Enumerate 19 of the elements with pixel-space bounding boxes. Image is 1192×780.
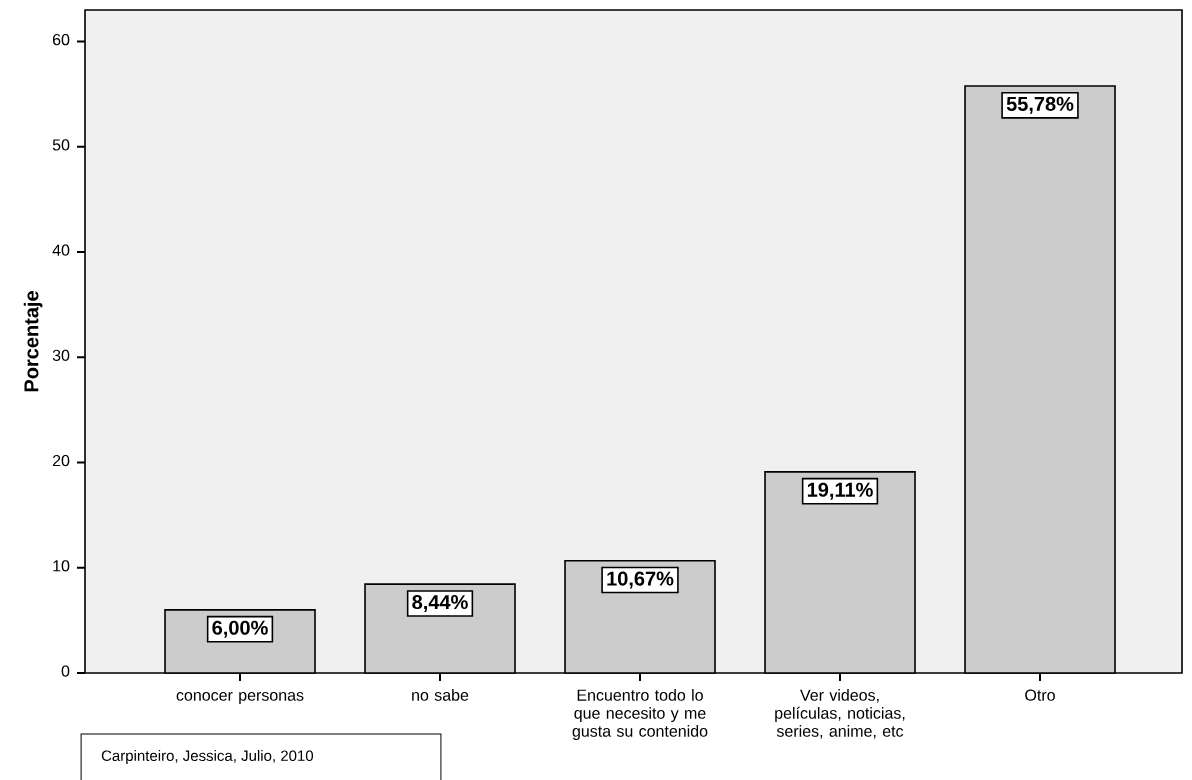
y-tick-label: 60 xyxy=(52,34,70,46)
data-label: 10,67% xyxy=(607,571,674,589)
x-tick-label: Encuentro todo lo que necesito y me gusta su contenido xyxy=(572,689,708,740)
text: Carpinteiro, Jessica, Julio, 2010 xyxy=(101,750,314,764)
y-tick-label: 0 xyxy=(61,665,70,677)
x-tick-label: Otro xyxy=(1025,689,1055,701)
y-tick-label: 20 xyxy=(52,454,70,467)
x-tick-label: conocer personas xyxy=(176,692,304,704)
y-tick-label: 30 xyxy=(52,349,70,362)
data-label: 19,11% xyxy=(807,482,873,500)
x-tick-label: Ver videos, películas, noticias, series, anime, etc xyxy=(775,689,905,739)
data-label: 8,44% xyxy=(412,594,468,613)
y-axis-title: Porcentaje xyxy=(23,291,43,392)
x-tick-label: no sabe xyxy=(412,689,469,701)
data-label: 55,78% xyxy=(1006,96,1074,114)
data-label: 6,00% xyxy=(212,620,268,638)
y-tick-label: 50 xyxy=(52,139,70,151)
y-tick-label: 10 xyxy=(53,560,70,572)
y-tick-label: 40 xyxy=(52,244,70,256)
